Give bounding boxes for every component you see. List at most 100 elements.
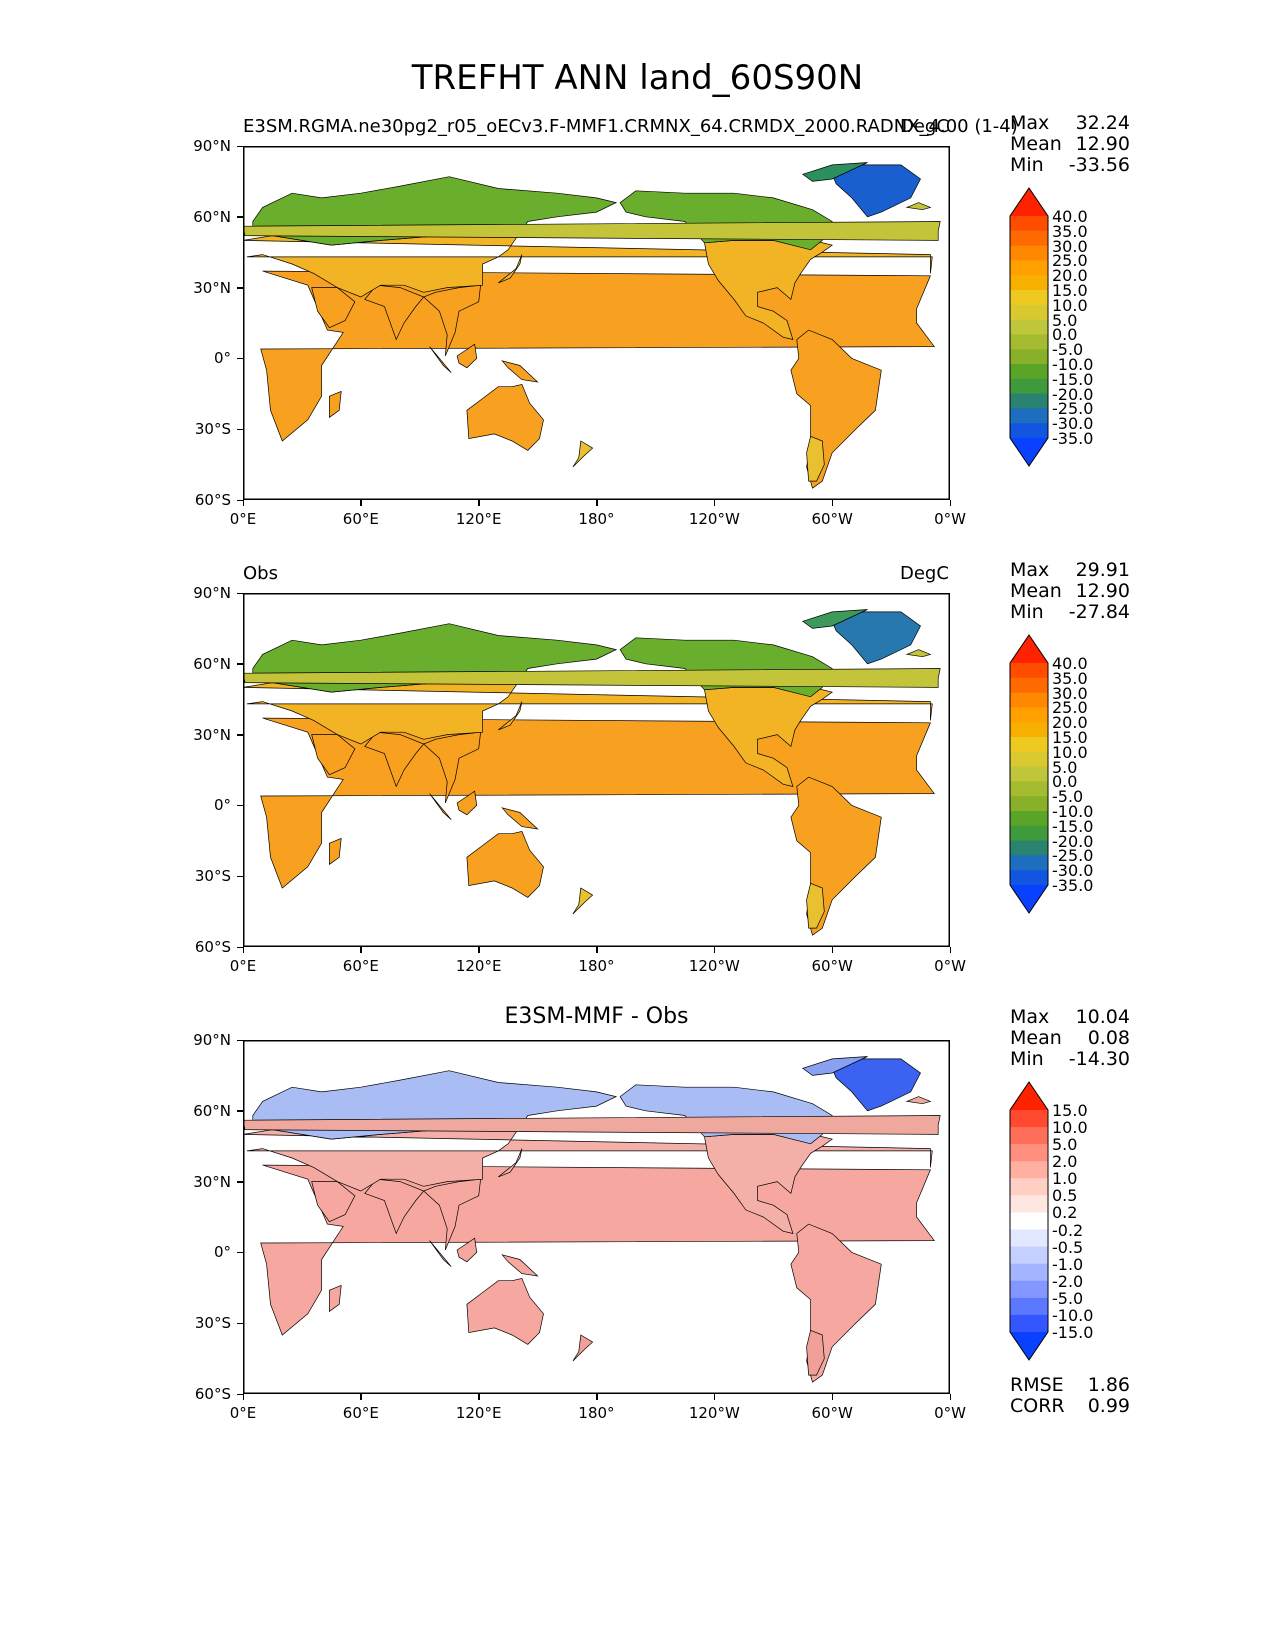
colorbar-segment <box>1010 1144 1048 1162</box>
colorbar-segment <box>1010 1280 1048 1299</box>
lat-tick-label: 60°N <box>193 1101 231 1120</box>
stat-label-mean: Mean <box>1010 580 1062 602</box>
land-madagascar <box>329 837 342 866</box>
lat-tick-mark <box>237 357 243 360</box>
lon-tick-label: 0°E <box>229 957 257 975</box>
colorbar-tick-label: 0.5 <box>1052 1186 1078 1206</box>
lon-tick-label: 0°W <box>934 1404 966 1422</box>
colorbar-tick-label: 15.0 <box>1052 281 1088 300</box>
lon-tick-label: 60°E <box>342 957 379 975</box>
colorbar-segment <box>1010 1082 1048 1110</box>
land-japan <box>498 701 523 731</box>
lon-tick-label: 0°E <box>229 510 257 528</box>
colorbar-tick-label: -1.0 <box>1052 1254 1084 1274</box>
land-japan <box>498 1148 523 1178</box>
colorbar-segment <box>1010 230 1048 246</box>
lon-tick-label: 60°W <box>811 957 853 975</box>
land-iceland <box>905 649 932 658</box>
colorbar-segment <box>1010 408 1048 424</box>
land-namerica_south <box>704 240 834 340</box>
colorbar-segment <box>1010 393 1048 409</box>
colorbar-segment <box>1010 692 1048 708</box>
lat-tick-label: 30°S <box>194 867 231 886</box>
stat-value-max: 10.04 <box>1075 1006 1130 1028</box>
colorbar-tick-label: 5.0 <box>1052 1135 1078 1155</box>
lon-tick-mark <box>713 947 716 953</box>
colorbar-segment <box>1010 334 1048 350</box>
lon-tick-label: 120°W <box>688 957 740 975</box>
lon-tick-mark <box>831 1394 834 1400</box>
lat-tick-mark <box>237 1110 243 1112</box>
colorbar-tick-label: -20.0 <box>1052 831 1094 851</box>
stat-value-min: -14.30 <box>1068 1048 1130 1070</box>
colorbar-segment <box>1010 825 1048 841</box>
colorbar-segment <box>1010 870 1048 886</box>
map-frame <box>243 146 950 500</box>
colorbar <box>1009 634 1049 914</box>
land-newguinea <box>501 360 539 383</box>
panel-left-title: Obs <box>243 563 278 584</box>
land-seasia <box>423 731 481 804</box>
land-sumatra <box>429 346 452 373</box>
colorbar-segment <box>1010 751 1048 767</box>
colorbar-segment <box>1010 737 1048 753</box>
lat-tick-label: 30°N <box>193 278 231 297</box>
lat-tick-label: 90°N <box>193 137 231 155</box>
colorbar-segment <box>1010 1195 1048 1213</box>
land-iceland <box>905 202 932 211</box>
stat-label-max: Max <box>1010 1006 1050 1028</box>
lat-tick-label: 0° <box>213 796 231 815</box>
map-frame <box>243 593 950 947</box>
lat-tick-mark <box>237 216 243 218</box>
colorbar-segment <box>1010 1263 1048 1282</box>
colorbar-tick-label: -10.0 <box>1052 1305 1094 1325</box>
land-sumatra <box>429 1240 452 1267</box>
land-madagascar <box>329 390 342 419</box>
colorbar-segment <box>1010 1229 1048 1248</box>
lat-tick-mark <box>237 875 243 878</box>
lat-tick-label: 60°S <box>194 1385 231 1403</box>
colorbar-segment <box>1010 811 1048 827</box>
lon-tick-label: 60°E <box>342 1404 379 1422</box>
stat-value-mean: 0.08 <box>1087 1027 1130 1049</box>
colorbar-tick-label: -30.0 <box>1052 414 1094 434</box>
colorbar-segment <box>1010 216 1048 232</box>
lat-tick-mark <box>237 734 243 736</box>
colorbar-tick-label: 30.0 <box>1052 236 1088 256</box>
land-seasia <box>423 1178 481 1251</box>
lon-tick-mark <box>360 500 362 506</box>
stat-value-corr: 0.99 <box>1087 1395 1130 1417</box>
colorbar-tick-label: 0.0 <box>1052 772 1078 792</box>
colorbar-segment <box>1010 304 1048 320</box>
colorbar-tick-label: 0.2 <box>1052 1203 1078 1223</box>
stat-label-min: Min <box>1010 1048 1044 1070</box>
colorbar-tick-label: -10.0 <box>1052 802 1094 821</box>
lon-tick-mark <box>949 947 951 953</box>
lon-tick-mark <box>596 500 598 506</box>
lat-tick-label: 30°S <box>194 1314 231 1333</box>
lat-tick-label: 90°N <box>193 584 231 602</box>
colorbar-segment <box>1010 1297 1048 1316</box>
stat-label-max: Max <box>1010 559 1050 581</box>
colorbar-segment <box>1010 781 1048 797</box>
colorbar-segment <box>1010 1212 1048 1230</box>
lat-tick-mark <box>237 804 243 807</box>
lon-tick-label: 60°E <box>342 510 379 528</box>
colorbar-tick-label: -25.0 <box>1052 846 1094 866</box>
colorbar-tick-label: -25.0 <box>1052 399 1094 419</box>
land-greenland <box>831 1058 921 1112</box>
colorbar-segment <box>1010 188 1048 216</box>
lat-tick-label: 30°N <box>193 1172 231 1191</box>
colorbar-tick-label: 15.0 <box>1052 728 1088 747</box>
colorbar-segment <box>1010 378 1048 394</box>
land-japan <box>498 254 523 284</box>
colorbar-segment <box>1010 245 1048 261</box>
colorbar-tick-label: 40.0 <box>1052 207 1088 226</box>
colorbar-tick-label: 30.0 <box>1052 683 1088 703</box>
land-india <box>364 284 425 341</box>
lon-tick-mark <box>478 1394 480 1400</box>
land-britain <box>243 668 941 688</box>
colorbar-segment <box>1010 290 1048 306</box>
land-namerica_south <box>704 1134 834 1234</box>
panel-units: DegC <box>900 116 949 137</box>
